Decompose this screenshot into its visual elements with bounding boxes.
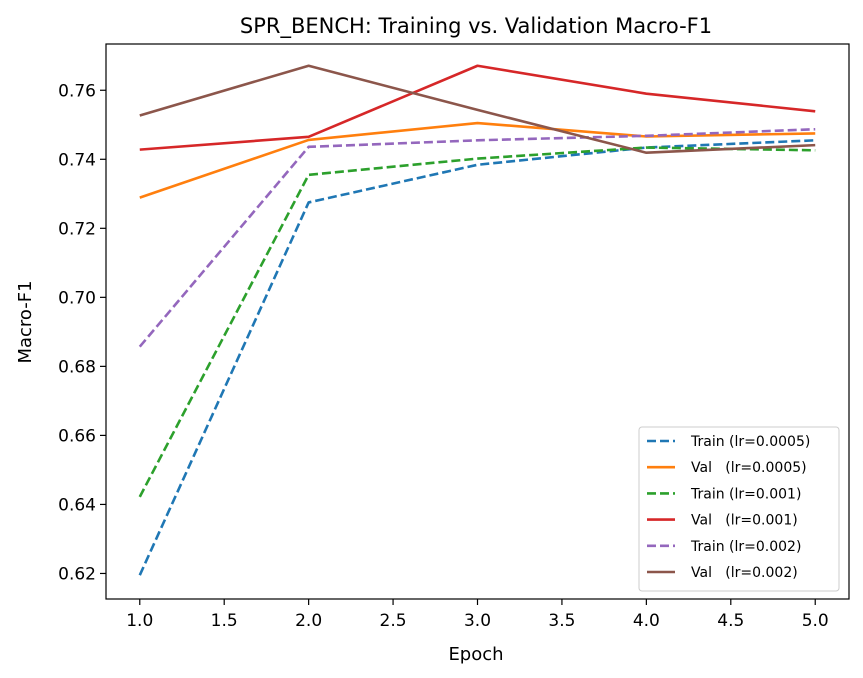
y-tick-label: 0.66: [58, 426, 96, 446]
y-axis: 0.62 0.64 0.66 0.68 0.70 0.72 0.74 0.76: [58, 81, 106, 584]
x-tick-label: 1.0: [126, 611, 153, 631]
x-axis: 1.0 1.5 2.0 2.5 3.0 3.5 4.0 4.5 5.0: [126, 599, 829, 631]
x-tick-label: 2.0: [295, 611, 322, 631]
legend-label: Train (lr=0.0005): [690, 434, 810, 450]
legend-label: Val (lr=0.001): [691, 513, 798, 529]
y-tick-label: 0.70: [58, 288, 96, 308]
series-line-1: [138, 139, 816, 576]
x-axis-label: Epoch: [448, 644, 503, 665]
x-tick-label: 5.0: [802, 611, 829, 631]
x-tick-label: 3.0: [464, 611, 491, 631]
series-line-4: [139, 64, 816, 151]
x-tick-label: 1.5: [211, 611, 238, 631]
y-tick-label: 0.74: [58, 150, 96, 170]
y-tick-label: 0.62: [58, 564, 96, 584]
legend-label: Train (lr=0.001): [690, 486, 801, 502]
y-tick-label: 0.76: [58, 81, 96, 101]
series-line-3: [138, 146, 816, 498]
y-tick-label: 0.72: [58, 219, 96, 239]
x-tick-label: 4.5: [717, 611, 744, 631]
y-tick-label: 0.64: [58, 495, 96, 515]
series-line-5: [138, 127, 816, 348]
chart-title: SPR_BENCH: Training vs. Validation Macro…: [240, 14, 712, 39]
y-axis-label: Macro-F1: [15, 280, 36, 363]
x-tick-label: 3.5: [548, 611, 575, 631]
series-line-6: [139, 64, 816, 155]
x-tick-label: 4.0: [633, 611, 660, 631]
y-tick-label: 0.68: [58, 357, 96, 377]
x-tick-label: 2.5: [380, 611, 407, 631]
series-lines: [138, 64, 816, 576]
legend-box: [638, 426, 840, 592]
legend-label: Train (lr=0.002): [690, 539, 801, 555]
legend-label: Val (lr=0.0005): [691, 460, 807, 476]
legend-label: Val (lr=0.002): [691, 565, 798, 581]
series-line-2: [139, 121, 816, 199]
legend: Train (lr=0.0005) Val (lr=0.0005) Train (l…: [638, 426, 840, 592]
